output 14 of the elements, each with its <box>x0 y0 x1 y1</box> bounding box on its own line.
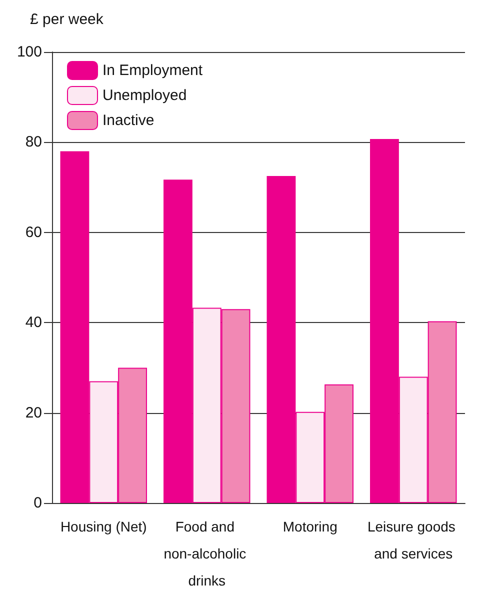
x-tick-label: Housing (Net) <box>60 518 147 534</box>
y-axis-title: £ per week <box>30 11 104 28</box>
x-tick-label: Food and non-alcoholic drinks <box>164 518 250 588</box>
x-tick-label: Motoring <box>282 518 338 534</box>
y-tick-label: 40 <box>25 314 42 332</box>
legend-label: Inactive <box>102 112 154 129</box>
y-tick-label: 20 <box>25 404 42 422</box>
y-tick-label: 0 <box>34 494 42 512</box>
y-tick-label: 100 <box>16 44 42 60</box>
legend-label: In Employment <box>102 62 204 79</box>
x-tick-label: Leisure goods and services <box>367 518 460 562</box>
y-tick-label: 80 <box>25 134 42 151</box>
y-tick-label: 60 <box>25 224 42 241</box>
legend-label: Unemployed <box>102 87 187 104</box>
